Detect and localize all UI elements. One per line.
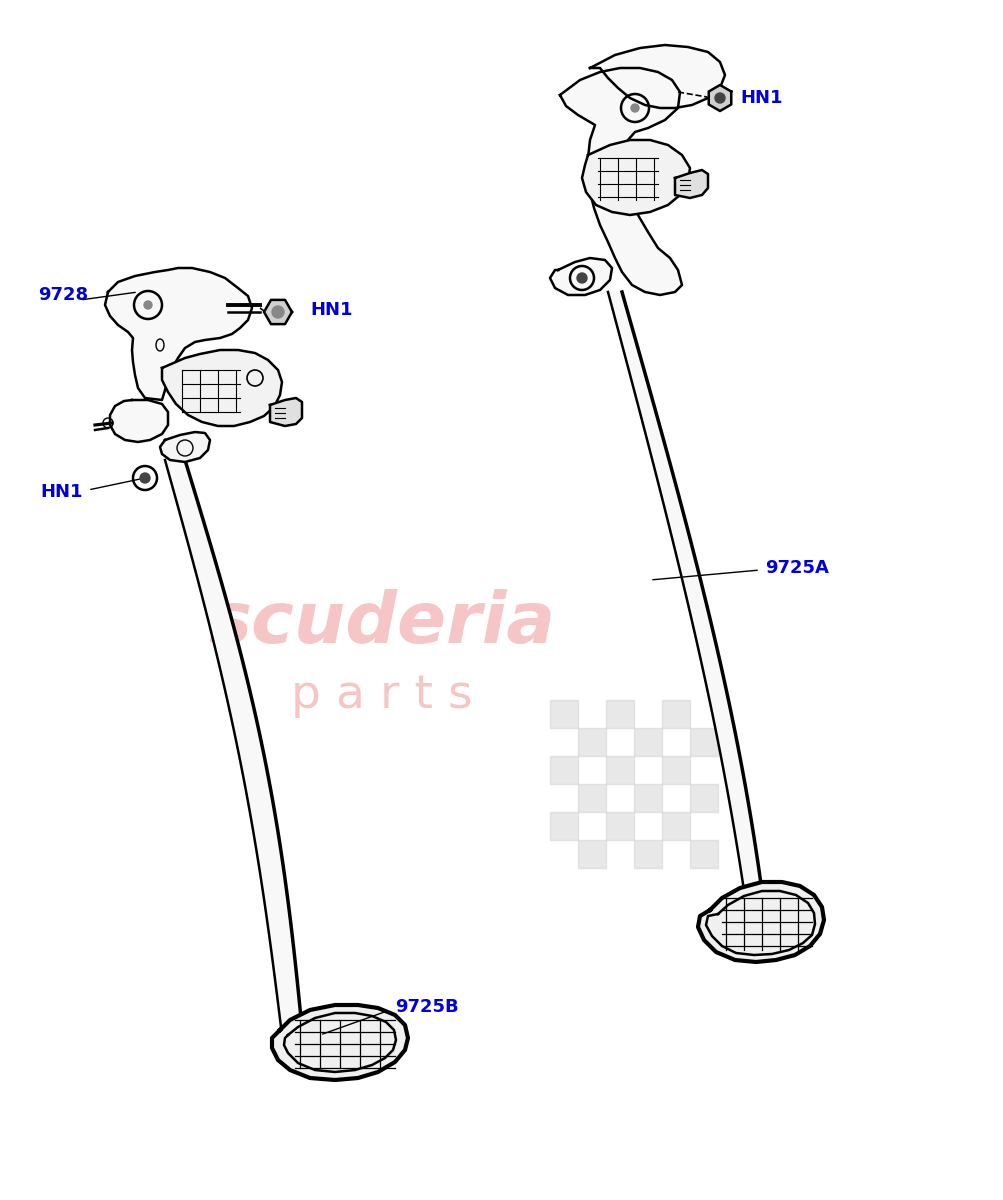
Bar xyxy=(578,784,606,812)
Polygon shape xyxy=(110,400,168,442)
Polygon shape xyxy=(708,85,730,110)
Text: 9728: 9728 xyxy=(38,286,88,304)
Bar xyxy=(550,700,578,728)
Bar xyxy=(633,728,661,756)
Polygon shape xyxy=(270,398,302,426)
Bar xyxy=(689,728,717,756)
Polygon shape xyxy=(264,300,292,324)
Circle shape xyxy=(143,301,151,308)
Bar xyxy=(578,840,606,868)
Polygon shape xyxy=(161,350,282,426)
Text: HN1: HN1 xyxy=(40,482,82,502)
Polygon shape xyxy=(674,170,707,198)
Circle shape xyxy=(272,306,284,318)
Bar xyxy=(578,728,606,756)
Bar xyxy=(661,812,689,840)
Polygon shape xyxy=(164,460,305,1060)
Polygon shape xyxy=(272,1006,407,1080)
Text: HN1: HN1 xyxy=(739,89,781,107)
Bar xyxy=(661,700,689,728)
Polygon shape xyxy=(550,258,612,295)
Text: p a r t s: p a r t s xyxy=(291,673,471,719)
Polygon shape xyxy=(105,268,252,400)
Bar xyxy=(606,812,633,840)
Bar xyxy=(689,840,717,868)
Polygon shape xyxy=(582,140,689,215)
Bar xyxy=(689,784,717,812)
Text: HN1: HN1 xyxy=(310,301,352,319)
Circle shape xyxy=(630,104,638,112)
Polygon shape xyxy=(159,432,210,462)
Polygon shape xyxy=(590,44,724,108)
Bar xyxy=(633,784,661,812)
Bar xyxy=(633,840,661,868)
Polygon shape xyxy=(697,882,823,962)
Bar xyxy=(606,756,633,784)
Circle shape xyxy=(139,473,149,482)
Bar xyxy=(606,700,633,728)
Polygon shape xyxy=(560,68,681,295)
Text: 9725B: 9725B xyxy=(394,998,458,1016)
Bar xyxy=(550,812,578,840)
Bar xyxy=(661,756,689,784)
Circle shape xyxy=(714,92,724,103)
Polygon shape xyxy=(608,292,769,952)
Bar xyxy=(550,756,578,784)
Text: 9725A: 9725A xyxy=(764,559,828,577)
Circle shape xyxy=(577,272,587,283)
Text: scuderia: scuderia xyxy=(208,589,555,659)
